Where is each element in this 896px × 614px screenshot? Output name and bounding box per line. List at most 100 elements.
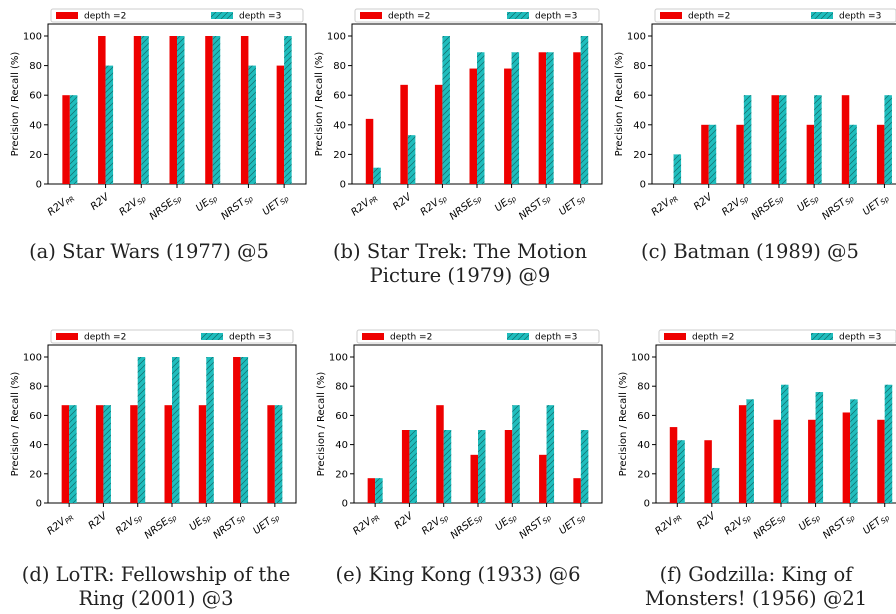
y-tick-label: 60 [29,91,42,102]
x-tick-label: UESp [188,510,214,534]
legend-swatch-depth2 [362,333,384,340]
legend-box [50,8,304,23]
legend-swatch-depth3-hatch [507,333,529,340]
bar-depth2 [198,405,207,503]
x-tick-label: UETSp [557,510,587,537]
bar-depth2 [205,36,213,184]
bar-depth2 [61,405,70,503]
bar-depth2 [133,36,142,184]
legend-swatch-depth2 [56,12,78,19]
bar-depth3-hatch [677,440,685,503]
legend-swatch-depth3-hatch [211,12,233,19]
x-tick-label: R2VPR [650,192,681,220]
y-tick-label: 20 [29,150,42,161]
bar-depth3-hatch [105,65,114,184]
bar-depth3-hatch [141,36,149,184]
bar-depth2 [876,124,885,184]
bar-depth3-hatch [512,405,520,503]
x-tick-label: NRSESp [449,510,485,542]
bar-depth3-hatch [443,430,452,503]
legend-label-depth2: depth =2 [84,12,126,22]
y-tick-label: 60 [633,91,646,102]
x-tick-label: R2V [89,191,113,213]
y-tick-label: 100 [23,32,42,43]
bar-depth2 [169,36,177,184]
bar-depth2 [95,405,104,503]
bar-depth3-hatch [172,357,180,503]
x-tick-label: NRSTSp [821,510,857,542]
y-tick-label: 60 [29,411,42,422]
y-tick-label: 0 [36,499,42,510]
bar-depth3-hatch [137,357,146,503]
y-tick-label: 60 [637,411,650,422]
bar-depth2 [736,124,744,184]
y-axis-label: Precision / Recall (%) [618,372,629,477]
bar-depth3-hatch [373,167,381,184]
legend-label-depth3: depth =3 [839,333,881,343]
bar-depth3-hatch [884,384,893,503]
y-tick-label: 60 [333,91,346,102]
y-tick-label: 20 [637,469,650,480]
y-tick-label: 80 [633,61,646,72]
x-tick-label: UESp [194,191,220,215]
y-tick-label: 80 [29,382,42,393]
legend-box [658,329,896,344]
y-tick-label: 20 [633,150,646,161]
bar-depth3-hatch [743,95,752,184]
bar-depth2 [738,405,747,503]
x-tick-label: NRSTSp [211,510,247,542]
bar-depth3-hatch [781,384,789,503]
bar-depth3-hatch [746,399,754,503]
x-tick-label: NRSTSp [219,191,255,223]
bar-depth3-hatch [511,52,520,184]
y-tick-label: 0 [36,180,42,191]
bar-depth3-hatch [711,467,720,503]
x-tick-label: NRSESp [750,191,786,223]
bar-depth2 [240,36,249,184]
bar-depth3-hatch [546,52,554,184]
bar-depth3-hatch [850,399,858,503]
x-tick-label: R2VSp [723,510,754,538]
legend-label-depth2: depth =2 [688,12,730,22]
x-tick-label: NRSTSp [820,191,856,223]
x-tick-label: NRSESp [143,510,179,542]
bar-depth2 [98,36,106,184]
bar-depth2 [62,95,70,184]
bar-depth2 [573,478,581,503]
x-tick-label: UESp [795,191,821,215]
legend-swatch-depth2 [664,333,686,340]
bar-depth3-hatch [248,65,256,184]
y-tick-label: 80 [335,382,348,393]
bar-depth2 [470,454,478,503]
x-tick-label: R2VPR [349,192,380,220]
bar-depth3-hatch [240,357,249,503]
bar-depth2 [538,52,547,184]
bar-depth2 [436,405,444,503]
bar-depth3-hatch [580,36,589,184]
legend-box [356,329,600,344]
caption-b: (b) Star Trek: The Motion Picture (1979)… [332,240,588,287]
bar-depth2 [504,68,512,184]
bar-depth3-hatch [103,405,111,503]
legend-label-depth3: depth =3 [229,333,271,343]
y-tick-label: 80 [637,382,650,393]
caption-e: (e) King Kong (1933) @6 [335,563,581,586]
bar-depth2 [276,65,285,184]
x-tick-label: NRSESp [752,510,788,542]
bar-depth3-hatch [442,36,450,184]
legend-box [654,8,896,23]
bar-depth3-hatch [477,52,485,184]
legend-box [354,8,600,23]
y-tick-label: 40 [633,120,646,131]
x-tick-label: UESp [797,510,823,534]
legend-swatch-depth3-hatch [811,12,833,19]
legend-label-depth3: depth =3 [839,12,881,22]
bar-depth2 [365,118,374,184]
bar-depth2 [841,95,850,184]
legend-swatch-depth3-hatch [811,333,833,340]
bar-depth3-hatch [177,36,185,184]
